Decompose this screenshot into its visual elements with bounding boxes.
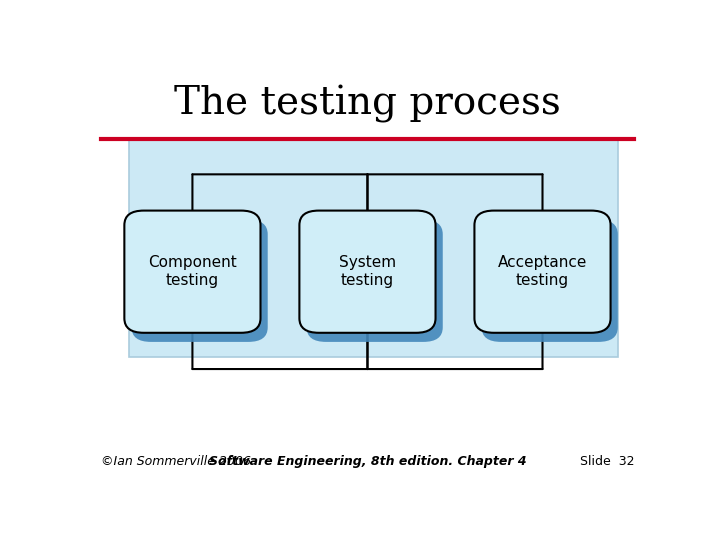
Text: ©Ian Sommerville 2006: ©Ian Sommerville 2006 (100, 456, 251, 469)
Text: Component
testing: Component testing (148, 256, 237, 288)
Text: System
testing: System testing (339, 256, 396, 288)
FancyBboxPatch shape (128, 139, 617, 357)
Text: Slide  32: Slide 32 (579, 456, 634, 469)
Text: Acceptance
testing: Acceptance testing (498, 256, 587, 288)
FancyBboxPatch shape (300, 210, 435, 333)
Text: Software Engineering, 8th edition. Chapter 4: Software Engineering, 8th edition. Chapt… (209, 456, 526, 469)
Text: The testing process: The testing process (174, 85, 561, 123)
FancyBboxPatch shape (132, 220, 267, 342)
FancyBboxPatch shape (482, 220, 618, 342)
FancyBboxPatch shape (124, 210, 260, 333)
FancyBboxPatch shape (307, 220, 443, 342)
FancyBboxPatch shape (475, 210, 611, 333)
